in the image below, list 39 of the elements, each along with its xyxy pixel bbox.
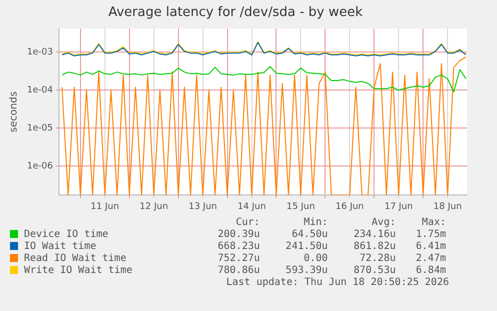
text: 72.28u	[358, 253, 397, 265]
text: 0.00	[302, 253, 329, 265]
chart-title: Average latency for /dev/sda - by week	[108, 5, 364, 20]
text: 752.27u	[216, 253, 261, 265]
x-tick-label: 15 Jun	[286, 202, 315, 212]
text: 668.23u	[216, 241, 261, 253]
x-tick-label: 16 Jun	[335, 202, 364, 212]
x-tick-label: 12 Jun	[140, 202, 168, 212]
y-axis-title: seconds	[8, 91, 20, 132]
text: 870.53u	[352, 265, 397, 277]
text: Last update: Thu Jun 18 20:50:25 2026	[226, 277, 449, 288]
y-tick-label: 1e-05	[26, 123, 53, 134]
y-tick-label: 1e-06	[26, 161, 54, 172]
x-tick-label: 11 Jun	[90, 202, 120, 212]
legend-label: Write IO Wait time	[23, 265, 134, 277]
y-tick-label: 1e-04	[26, 86, 54, 96]
x-tick-label: 13 Jun	[188, 202, 217, 212]
text: 593.39u	[284, 265, 329, 277]
text: Avg:	[370, 217, 397, 229]
text: 2.47m	[414, 253, 447, 265]
x-tick-label: 17 Jun	[384, 202, 413, 212]
x-tick-label: 18 Jun	[433, 202, 462, 212]
text: Cur:	[234, 217, 261, 229]
text: Min:	[302, 217, 329, 229]
legend-label: Device IO time	[23, 229, 110, 241]
legend-label: Read IO Wait time	[23, 253, 128, 265]
x-tick-label: 14 Jun	[238, 202, 266, 212]
text: 6.84m	[414, 265, 447, 277]
text: 780.86u	[216, 265, 261, 277]
text: 241.50u	[284, 241, 329, 253]
text: 6.41m	[414, 241, 447, 253]
legend-label: IO Wait time	[23, 241, 98, 253]
y-tick-label: 1e-03	[26, 48, 53, 58]
text: 64.50u	[290, 229, 329, 241]
text: 234.16u	[352, 229, 397, 241]
text: 200.39u	[216, 229, 261, 241]
text: Max:	[420, 217, 447, 229]
text: 1.75m	[414, 229, 447, 241]
text: 861.82u	[352, 241, 397, 253]
